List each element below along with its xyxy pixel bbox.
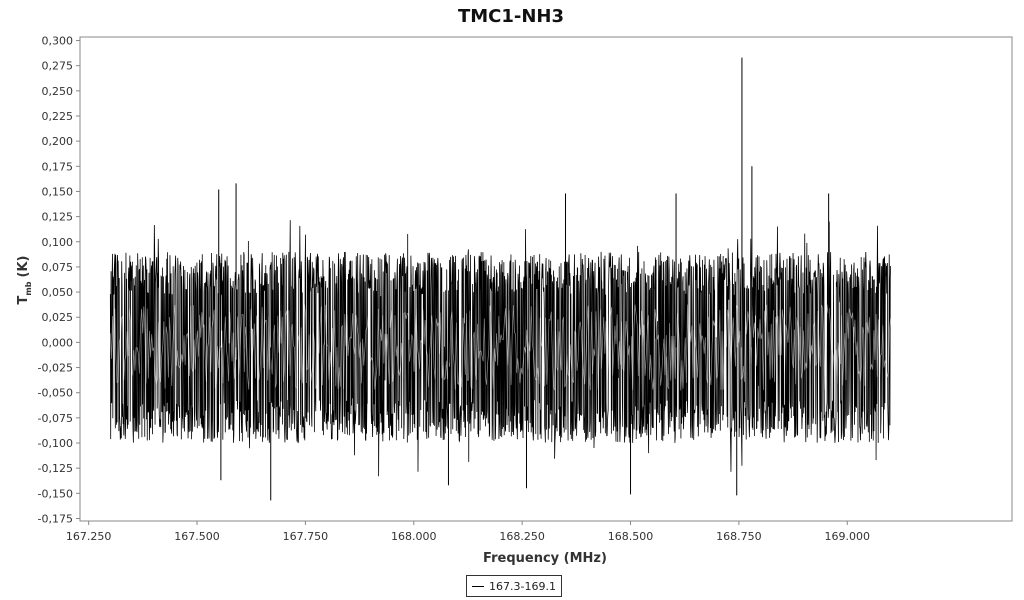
x-tick-label: 168.250	[499, 530, 545, 543]
x-tick-label: 167.500	[174, 530, 220, 543]
x-axis: 167.250 167.500 167.750 168.000 168.250 168.5…	[66, 521, 870, 543]
y-tick-label: 0,150	[42, 185, 74, 198]
y-tick-label: 0,000	[42, 336, 74, 349]
y-tick-label: -0,050	[38, 387, 73, 400]
y-tick-label: 0,050	[42, 286, 74, 299]
legend-label: 167.3-169.1	[489, 579, 556, 593]
series-group	[109, 57, 892, 501]
y-tick-label: 0,075	[42, 261, 74, 274]
x-tick-label: 168.750	[716, 530, 762, 543]
y-tick-label: 0,250	[42, 85, 74, 98]
x-tick-label: 168.000	[391, 530, 437, 543]
y-tick-label: 0,125	[42, 211, 74, 224]
y-tick-label: -0,125	[38, 462, 73, 475]
chart-title: TMC1-NH3	[458, 6, 564, 27]
y-tick-label: 0,225	[42, 110, 74, 123]
y-tick-label: 0,175	[42, 160, 74, 173]
y-tick-label: 0,025	[42, 311, 74, 324]
y-tick-label: 0,275	[42, 60, 74, 73]
x-tick-label: 169.000	[825, 530, 871, 543]
y-tick-label: 0,200	[42, 135, 74, 148]
x-tick-label: 167.750	[283, 530, 329, 543]
legend-swatch	[472, 585, 484, 587]
y-tick-label: -0,175	[38, 512, 73, 525]
y-tick-label: 0,100	[42, 236, 74, 249]
x-axis-title: Frequency (MHz)	[483, 551, 607, 566]
y-axis: 0,300 0,275 0,250 0,225 0,200 0,175 0,150 0,125…	[38, 35, 80, 525]
y-tick-label: -0,025	[38, 362, 73, 375]
y-axis-title-unit: (K)	[16, 256, 31, 278]
y-axis-title-sub: mb	[24, 281, 33, 295]
y-tick-label: 0,300	[42, 35, 74, 48]
y-tick-label: -0,150	[38, 487, 73, 500]
y-axis-title-main: T	[16, 295, 31, 304]
x-tick-label: 167.250	[66, 530, 112, 543]
series-line-highlight	[109, 304, 891, 391]
series-line	[109, 220, 892, 477]
y-tick-label: -0,100	[38, 437, 73, 450]
legend[interactable]: 167.3-169.1	[466, 575, 562, 597]
y-tick-label: -0,075	[38, 412, 73, 425]
y-axis-title: Tmb (K)	[16, 256, 33, 305]
x-tick-label: 168.500	[608, 530, 654, 543]
